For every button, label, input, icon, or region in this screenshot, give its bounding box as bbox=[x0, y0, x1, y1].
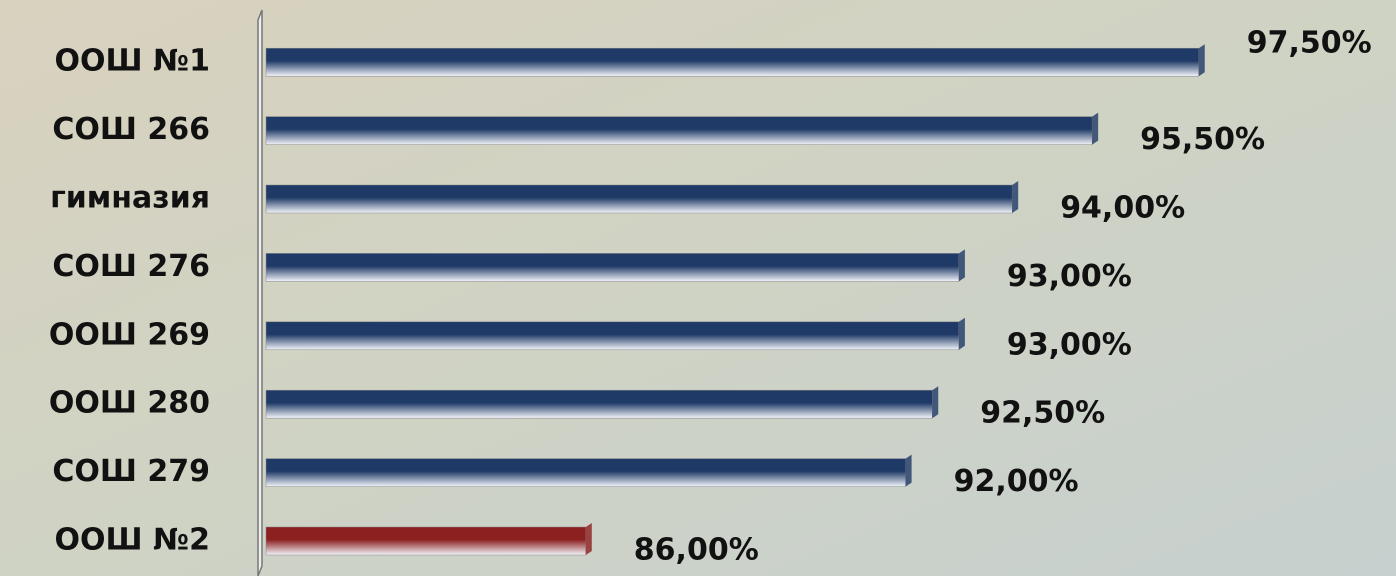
category-label: гимназия bbox=[50, 181, 210, 216]
value-label: 86,00% bbox=[634, 533, 759, 568]
category-label: СОШ 266 bbox=[52, 112, 210, 147]
bar-side bbox=[958, 249, 965, 282]
bar bbox=[265, 389, 933, 419]
category-label: СОШ 276 bbox=[52, 249, 210, 284]
bar bbox=[265, 321, 960, 351]
value-label: 92,00% bbox=[954, 464, 1079, 499]
bar-side bbox=[1012, 181, 1019, 213]
bar-side bbox=[932, 386, 939, 419]
value-label: 93,00% bbox=[1007, 327, 1132, 362]
category-label: ООШ 269 bbox=[49, 317, 210, 352]
axis-wall bbox=[257, 9, 263, 576]
category-label: СОШ 279 bbox=[52, 454, 210, 489]
value-label: 94,00% bbox=[1060, 191, 1185, 226]
bar-side bbox=[1198, 44, 1205, 77]
value-label: 97,50% bbox=[1247, 26, 1372, 61]
value-label: 95,50% bbox=[1140, 122, 1265, 157]
bar bbox=[265, 47, 1199, 77]
bar bbox=[265, 458, 906, 487]
category-label: ООШ 280 bbox=[49, 386, 210, 421]
bar-side bbox=[585, 523, 592, 555]
category-label: ООШ №1 bbox=[55, 44, 210, 79]
bar bbox=[265, 526, 587, 556]
value-label: 93,00% bbox=[1007, 259, 1132, 294]
bar bbox=[265, 184, 1013, 214]
bar-side bbox=[1092, 112, 1099, 145]
value-label: 92,50% bbox=[980, 396, 1105, 431]
bar bbox=[265, 116, 1093, 145]
bar-side bbox=[958, 317, 965, 350]
bar bbox=[265, 253, 960, 282]
bar-side bbox=[905, 454, 912, 487]
category-label: ООШ №2 bbox=[55, 523, 210, 558]
